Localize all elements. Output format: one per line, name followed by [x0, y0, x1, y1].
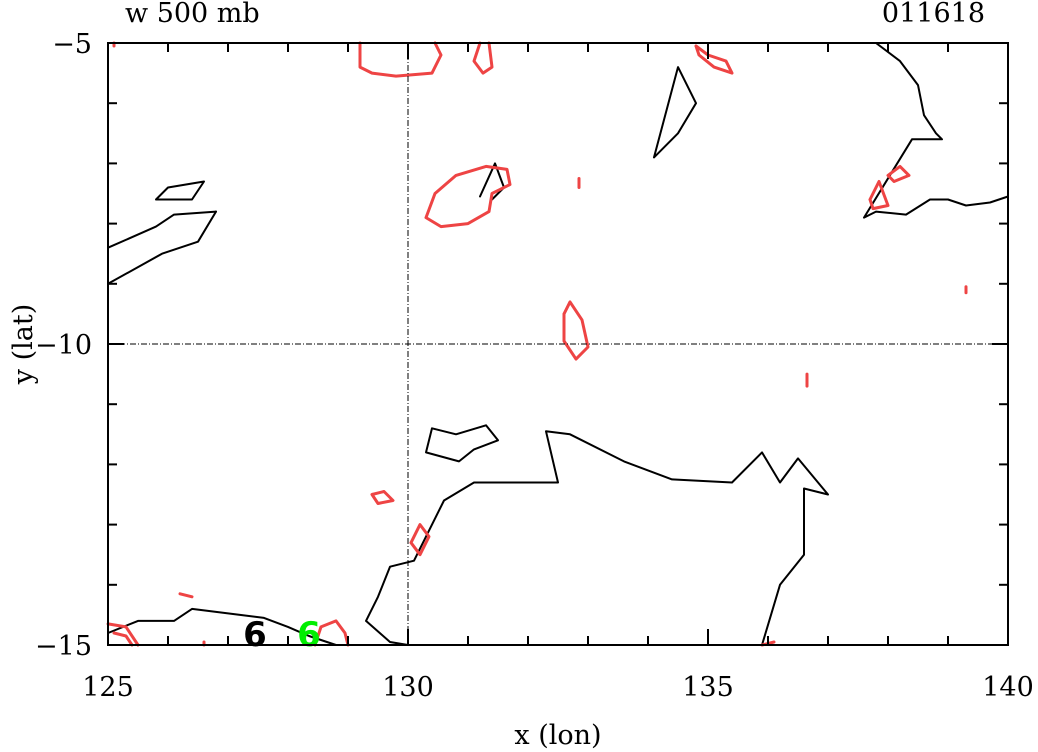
tick-labels: 125 130 135 140 −15 −10 −5: [35, 29, 1034, 703]
red-contour-11: [112, 631, 134, 647]
red-contour-6: [886, 164, 911, 183]
marker-label-0: 6: [243, 615, 267, 655]
red-contour-8: [409, 523, 431, 557]
red-contour-12: [178, 592, 194, 599]
plot-frame: [107, 42, 1009, 646]
black-contour-0: [653, 66, 697, 159]
black-contour-7: [155, 180, 205, 201]
red-contour-2: [694, 44, 734, 75]
y-axis-label: y (lat): [8, 304, 39, 386]
marker-label-1: 6: [297, 615, 321, 655]
chart-title: w 500 mb: [125, 0, 260, 29]
black-contour-6: [107, 210, 217, 285]
x-tick-label: 140: [982, 672, 1034, 703]
red-contour-3: [424, 164, 512, 229]
red-contour-10: [106, 622, 140, 647]
red-contour-7: [370, 490, 395, 505]
black-contour-5: [107, 210, 217, 249]
red-contour-5: [868, 180, 890, 211]
y-tick-label: −5: [52, 29, 92, 60]
contour-lines: [106, 41, 1009, 647]
x-axis-label: x (lon): [514, 720, 601, 751]
black-contour-8: [833, 42, 1009, 219]
red-contour-4: [562, 300, 590, 361]
y-tick-label: −10: [35, 330, 92, 361]
black-contour-4: [479, 162, 505, 201]
y-tick-label: −15: [35, 631, 92, 662]
red-contour-0: [358, 41, 443, 78]
x-tick-label: 130: [382, 672, 434, 703]
x-tick-label: 135: [682, 672, 734, 703]
reference-lines: [108, 43, 1008, 645]
black-contour-3: [425, 424, 499, 463]
date-label: 011618: [882, 0, 985, 29]
x-tick-label: 125: [82, 672, 134, 703]
red-contour-9: [313, 619, 350, 647]
red-contour-1: [472, 41, 494, 75]
black-contour-2: [107, 607, 337, 646]
black-contour-1: [365, 430, 829, 646]
